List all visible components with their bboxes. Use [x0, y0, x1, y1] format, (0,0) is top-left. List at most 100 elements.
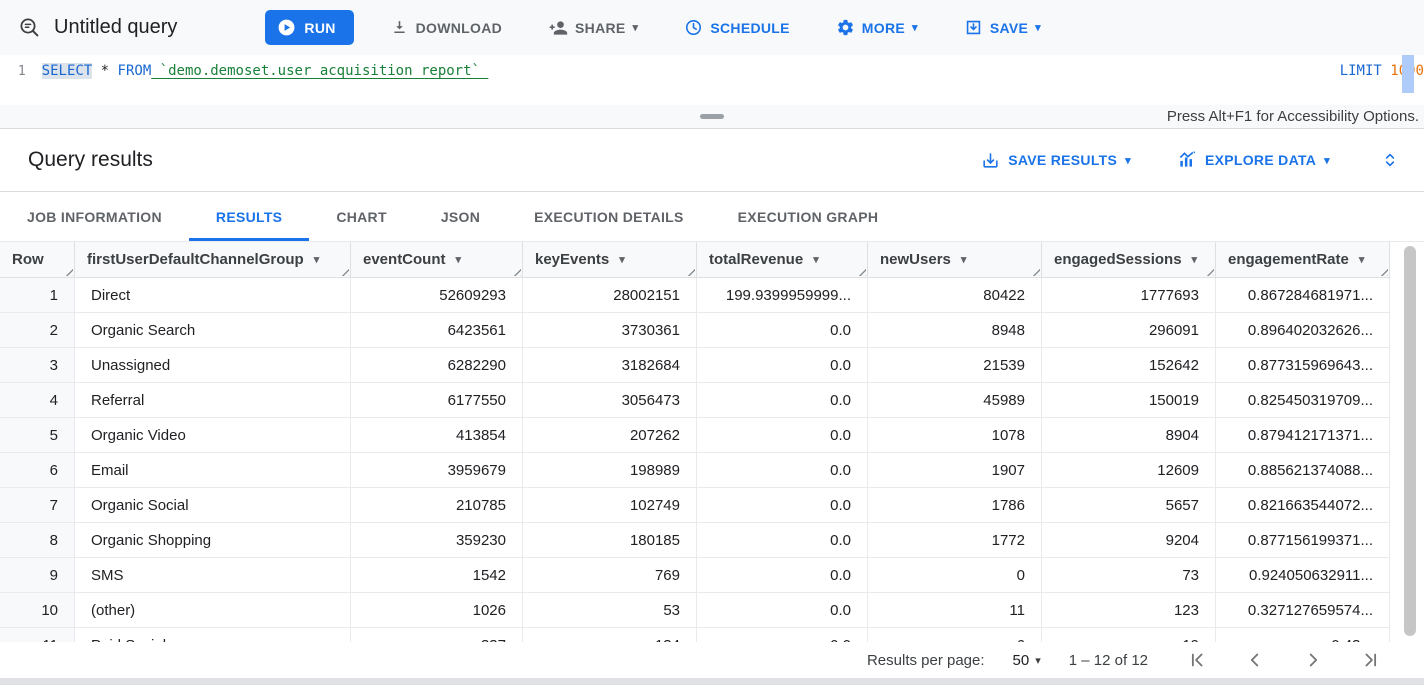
table-cell: Unassigned [75, 348, 351, 382]
table-cell: 102749 [523, 488, 697, 522]
explore-data-button[interactable]: EXPLORE DATA ▾ [1169, 142, 1338, 178]
editor-scrollbar[interactable] [1402, 55, 1414, 93]
table-cell: 6423561 [351, 313, 523, 347]
tab-job-information[interactable]: JOB INFORMATION [27, 208, 162, 225]
expand-results-button[interactable] [1376, 146, 1404, 174]
table-cell: 6 [868, 628, 1042, 642]
sql-editor[interactable]: 1 SELECT * FROM `demo.demoset.user_acqui… [0, 55, 1424, 105]
row-number-cell: 1 [0, 278, 75, 312]
save-results-button[interactable]: SAVE RESULTS ▾ [973, 142, 1139, 178]
table-cell: 0.867284681971... [1216, 278, 1390, 312]
table-cell: 3959679 [351, 453, 523, 487]
pane-drag-handle[interactable] [700, 114, 724, 119]
table-cell: 296091 [1042, 313, 1216, 347]
column-resize-handle[interactable] [511, 266, 521, 276]
horizontal-scrollbar[interactable] [0, 678, 1424, 685]
explore-data-label: EXPLORE DATA [1204, 152, 1317, 168]
table-cell: 0.0 [697, 488, 868, 522]
table-cell: 337 [351, 628, 523, 642]
column-resize-handle[interactable] [856, 266, 866, 276]
table-row: 8 Organic Shopping 359230 180185 0.0 1772 9204… [0, 523, 1390, 558]
table-cell: 6282290 [351, 348, 523, 382]
column-resize-handle[interactable] [685, 266, 695, 276]
sql-table-reference[interactable]: `demo.demoset.user_acquisition_report` [151, 63, 489, 79]
table-cell: 199.9399959999... [697, 278, 868, 312]
column-resize-handle[interactable] [63, 266, 73, 276]
column-header-row: Row [0, 242, 75, 277]
table-cell: 73 [1042, 558, 1216, 592]
download-button[interactable]: DOWNLOAD [380, 10, 512, 46]
table-cell: Referral [75, 383, 351, 417]
column-header-totalrevenue[interactable]: totalRevenue ▾ [697, 242, 868, 277]
table-cell: 9204 [1042, 523, 1216, 557]
chevron-right-icon [1302, 649, 1324, 671]
column-menu-caret-icon[interactable]: ▾ [813, 254, 819, 266]
column-header-label: keyEvents [535, 251, 610, 268]
column-menu-caret-icon[interactable]: ▾ [313, 254, 320, 266]
table-row: 2 Organic Search 6423561 3730361 0.0 8948 2960… [0, 313, 1390, 348]
table-cell: SMS [75, 558, 351, 592]
column-header-eventcount[interactable]: eventCount ▾ [351, 242, 523, 277]
table-cell: 1777693 [1042, 278, 1216, 312]
results-table-area: Row firstUserDefaultChannelGroup ▾ eventCou… [0, 242, 1424, 642]
tab-execution-graph[interactable]: EXECUTION GRAPH [737, 208, 879, 225]
previous-page-button[interactable] [1242, 647, 1268, 673]
run-button[interactable]: RUN [265, 10, 354, 45]
tab-results[interactable]: RESULTS [188, 192, 310, 241]
tab-chart[interactable]: CHART [336, 208, 387, 225]
table-cell: 0.879412171371... [1216, 418, 1390, 452]
table-cell: Direct [75, 278, 351, 312]
table-cell: 3730361 [523, 313, 697, 347]
column-resize-handle[interactable] [1204, 266, 1214, 276]
table-cell: 3182684 [523, 348, 697, 382]
column-resize-handle[interactable] [1378, 266, 1388, 276]
column-resize-handle[interactable] [339, 266, 349, 276]
table-cell: 6177550 [351, 383, 523, 417]
table-vertical-scrollbar[interactable] [1404, 246, 1416, 636]
tab-execution-details[interactable]: EXECUTION DETAILS [534, 208, 684, 225]
column-header-label: eventCount [363, 251, 446, 268]
table-row: 10 (other) 1026 53 0.0 11 123 0.327127659574... [0, 593, 1390, 628]
column-header-keyevents[interactable]: keyEvents ▾ [523, 242, 697, 277]
results-table: Row firstUserDefaultChannelGroup ▾ eventCou… [0, 242, 1390, 642]
column-menu-caret-icon[interactable]: ▾ [1191, 254, 1198, 266]
schedule-label: SCHEDULE [710, 19, 790, 36]
more-button[interactable]: MORE ▾ [826, 10, 928, 46]
table-row: 9 SMS 1542 769 0.0 0 73 0.924050632911... [0, 558, 1390, 593]
share-button[interactable]: SHARE ▾ [538, 10, 648, 46]
tab-json[interactable]: JSON [440, 208, 481, 225]
table-cell: 0.896402032626... [1216, 313, 1390, 347]
table-cell: 0.0 [697, 453, 868, 487]
table-cell: 1786 [868, 488, 1042, 522]
column-header-newusers[interactable]: newUsers ▾ [868, 242, 1042, 277]
unfold-icon [1380, 150, 1400, 170]
gear-icon [836, 18, 855, 37]
table-cell: 1542 [351, 558, 523, 592]
column-menu-caret-icon[interactable]: ▾ [1358, 254, 1365, 266]
column-menu-caret-icon[interactable]: ▾ [960, 254, 967, 266]
next-page-button[interactable] [1300, 647, 1326, 673]
sql-star: * [92, 63, 118, 79]
table-cell: 1772 [868, 523, 1042, 557]
row-number-cell: 2 [0, 313, 75, 347]
table-cell: 80422 [868, 278, 1042, 312]
column-header-engagementrate[interactable]: engagementRate ▾ [1216, 242, 1390, 277]
table-cell: 1078 [868, 418, 1042, 452]
save-label: SAVE [989, 19, 1029, 36]
schedule-button[interactable]: SCHEDULE [674, 10, 799, 46]
table-header-row: Row firstUserDefaultChannelGroup ▾ eventCou… [0, 242, 1390, 278]
save-button[interactable]: SAVE ▾ [954, 10, 1051, 46]
table-cell: 0.0 [697, 383, 868, 417]
last-page-button[interactable] [1358, 647, 1384, 673]
query-title: Untitled query [54, 16, 178, 38]
column-header-label: Row [12, 251, 44, 268]
table-cell: 0.0 [697, 628, 868, 642]
column-header-firstuserdefaultchannelgroup[interactable]: firstUserDefaultChannelGroup ▾ [75, 242, 351, 277]
column-header-engagedsessions[interactable]: engagedSessions ▾ [1042, 242, 1216, 277]
column-resize-handle[interactable] [1030, 266, 1040, 276]
first-page-button[interactable] [1184, 647, 1210, 673]
explore-data-chart-icon [1177, 150, 1197, 170]
column-menu-caret-icon[interactable]: ▾ [455, 254, 462, 266]
page-size-select[interactable]: 50 ▾ [1013, 652, 1041, 669]
column-menu-caret-icon[interactable]: ▾ [619, 254, 625, 266]
